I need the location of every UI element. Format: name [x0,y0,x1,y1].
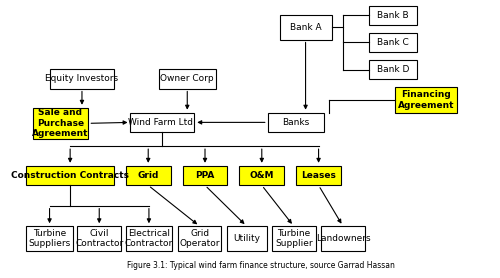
Text: Equity Investors: Equity Investors [46,74,118,83]
Text: Leases: Leases [301,171,336,180]
Text: Turbine
Supplier: Turbine Supplier [275,229,312,248]
FancyBboxPatch shape [159,69,216,89]
Text: Bank D: Bank D [377,65,410,74]
FancyBboxPatch shape [130,113,194,132]
FancyBboxPatch shape [182,166,228,185]
Text: PPA: PPA [196,171,214,180]
Text: Wind Farm Ltd.: Wind Farm Ltd. [128,118,196,127]
FancyBboxPatch shape [126,226,172,251]
Text: Bank A: Bank A [290,23,322,32]
Text: Sale and
Purchase
Agreement: Sale and Purchase Agreement [32,108,88,138]
FancyBboxPatch shape [126,166,170,185]
Text: Electrical
Contractor: Electrical Contractor [125,229,173,248]
FancyBboxPatch shape [26,226,72,251]
FancyBboxPatch shape [396,87,457,113]
FancyBboxPatch shape [370,60,417,79]
Text: Turbine
Suppliers: Turbine Suppliers [28,229,70,248]
Text: Grid: Grid [138,171,159,180]
Text: Utility: Utility [233,234,260,243]
FancyBboxPatch shape [50,69,114,89]
FancyBboxPatch shape [226,226,267,251]
Text: Banks: Banks [282,118,310,127]
Text: Bank B: Bank B [378,11,409,19]
FancyBboxPatch shape [240,166,284,185]
FancyBboxPatch shape [78,226,121,251]
FancyBboxPatch shape [296,166,341,185]
FancyBboxPatch shape [268,113,324,132]
FancyBboxPatch shape [178,226,222,251]
Text: Financing
Agreement: Financing Agreement [398,90,454,110]
Text: O&M: O&M [250,171,274,180]
FancyBboxPatch shape [272,226,316,251]
Text: Construction Contracts: Construction Contracts [11,171,129,180]
FancyBboxPatch shape [370,33,417,52]
FancyBboxPatch shape [280,15,332,39]
Text: Civil
Contractor: Civil Contractor [75,229,124,248]
FancyBboxPatch shape [321,226,364,251]
Text: Bank C: Bank C [377,38,409,47]
Text: Figure 3.1: Typical wind farm finance structure, source Garrad Hassan: Figure 3.1: Typical wind farm finance st… [126,261,394,270]
Text: Landowners: Landowners [316,234,370,243]
Text: Owner Corp: Owner Corp [160,74,214,83]
FancyBboxPatch shape [370,6,417,24]
FancyBboxPatch shape [26,166,114,185]
Text: Grid
Operator: Grid Operator [180,229,220,248]
FancyBboxPatch shape [32,108,88,139]
